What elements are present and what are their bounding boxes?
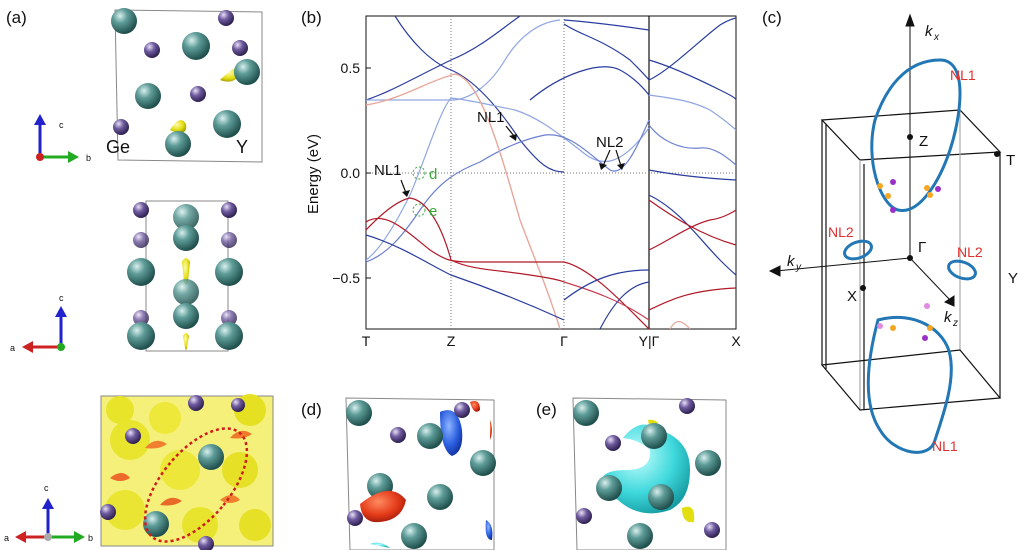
k-label-Gamma: Γ: [560, 333, 568, 349]
band-lines: [366, 16, 736, 329]
y-axis-label: Energy (eV): [305, 134, 322, 214]
svg-text:T: T: [1006, 152, 1015, 169]
svg-text:z: z: [952, 318, 958, 329]
svg-text:Z: Z: [919, 133, 928, 150]
svg-text:b: b: [88, 533, 93, 543]
ge-label: Ge: [106, 137, 130, 157]
nl2-ring-left: [843, 239, 873, 261]
nl1-label-a: NL1: [374, 162, 402, 179]
structure-middle: [127, 200, 243, 352]
svg-text:X: X: [847, 288, 857, 305]
svg-text:Γ: Γ: [918, 239, 926, 256]
svg-text:y: y: [795, 262, 802, 273]
k-label-X: X: [731, 333, 741, 349]
bz-labels: k x k y k z Z T Γ Y X NL1 NL1 NL2 NL2: [787, 23, 1018, 454]
y-tick-0.5: 0.5: [341, 60, 361, 76]
svg-text:x: x: [933, 32, 940, 43]
axes-triad-bottom: c a b: [4, 483, 93, 543]
k-label-T: T: [362, 333, 371, 349]
svg-text:Y: Y: [1008, 270, 1018, 287]
structure-top: [111, 8, 263, 163]
structure-bottom-charge-density: [100, 394, 274, 550]
point-e-label: e: [429, 203, 437, 220]
svg-text:k: k: [944, 309, 953, 326]
panel-label-c: (c): [762, 8, 782, 27]
node-points: [860, 134, 1000, 341]
svg-text:a: a: [10, 343, 15, 353]
panel-label-a: (a): [6, 8, 27, 27]
svg-text:b: b: [86, 153, 91, 163]
band-annotations: NL1 NL1 NL2 d e: [374, 109, 625, 220]
svg-text:a: a: [4, 533, 9, 543]
panel-label-d: (d): [301, 400, 322, 419]
nl2-label: NL2: [596, 134, 624, 151]
svg-text:k: k: [925, 23, 934, 40]
y-label: Y: [236, 137, 248, 157]
panel-label-b: (b): [301, 8, 322, 27]
svg-text:NL2: NL2: [957, 244, 983, 260]
panel-label-e: (e): [536, 400, 557, 419]
y-tick-neg0.5: −0.5: [332, 270, 360, 286]
panel-a-structures: Ge Y c b c a: [4, 8, 274, 550]
y-tick-0.0: 0.0: [341, 165, 361, 181]
axes-triad-top: c b: [34, 114, 91, 163]
axes-triad-middle: c a: [10, 293, 67, 353]
nl1-ring-top: [870, 58, 962, 212]
point-d-label: d: [429, 166, 437, 183]
svg-text:NL2: NL2: [828, 224, 854, 240]
nl1-ring-bottom: [866, 315, 953, 454]
panel-b-band-structure: 0.5 0.0 −0.5 Energy (eV) T Z Γ Y|Γ X: [305, 15, 741, 349]
svg-text:NL1: NL1: [932, 438, 958, 454]
nl1-label-b: NL1: [477, 109, 505, 126]
k-label-Z: Z: [447, 333, 456, 349]
svg-text:c: c: [59, 293, 64, 303]
svg-text:c: c: [59, 120, 64, 130]
svg-text:NL1: NL1: [950, 67, 976, 83]
k-label-Y-Gamma: Y|Γ: [639, 333, 660, 349]
k-axes: [768, 13, 955, 307]
svg-text:k: k: [787, 253, 796, 270]
bz-box: [820, 109, 1002, 411]
nl2-ring-right: [947, 259, 977, 281]
svg-text:c: c: [44, 483, 49, 493]
